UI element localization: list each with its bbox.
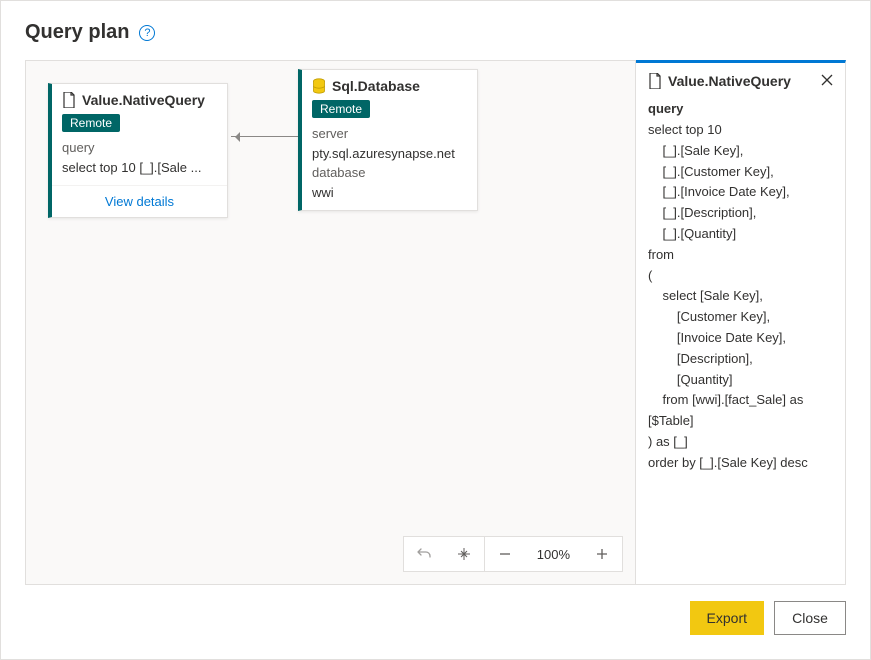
close-button[interactable]: Close bbox=[774, 601, 846, 635]
node-body: server pty.sql.azuresynapse.net database… bbox=[302, 124, 477, 210]
dialog-footer: Export Close bbox=[25, 601, 846, 635]
section-label: query bbox=[648, 101, 833, 116]
undo-icon[interactable] bbox=[404, 537, 444, 571]
database-value: wwi bbox=[312, 183, 467, 203]
field-value: select top 10 [_].[Sale ... bbox=[62, 158, 217, 178]
query-plan-dialog: Query plan ? Value.NativeQuery Remote qu… bbox=[0, 0, 871, 660]
view-details-link[interactable]: View details bbox=[52, 185, 227, 217]
edge-arrow bbox=[231, 136, 298, 137]
dialog-title: Query plan bbox=[25, 21, 129, 44]
node-title: Value.NativeQuery bbox=[82, 92, 205, 108]
panel-header: Value.NativeQuery bbox=[648, 73, 833, 89]
plan-canvas[interactable]: Value.NativeQuery Remote query select to… bbox=[25, 60, 636, 585]
document-icon bbox=[648, 73, 662, 89]
zoom-in-button[interactable] bbox=[582, 537, 622, 571]
node-body: query select top 10 [_].[Sale ... bbox=[52, 138, 227, 185]
content-row: Value.NativeQuery Remote query select to… bbox=[25, 60, 846, 585]
node-title: Sql.Database bbox=[332, 78, 420, 94]
remote-badge: Remote bbox=[312, 100, 370, 118]
node-header: Value.NativeQuery bbox=[52, 84, 227, 112]
query-text: select top 10 [_].[Sale Key], [_].[Custo… bbox=[648, 120, 833, 474]
database-label: database bbox=[312, 163, 467, 183]
field-label: query bbox=[62, 138, 217, 158]
remote-badge: Remote bbox=[62, 114, 120, 132]
node-native-query[interactable]: Value.NativeQuery Remote query select to… bbox=[48, 83, 228, 218]
zoom-out-button[interactable] bbox=[485, 537, 525, 571]
dialog-header: Query plan ? bbox=[25, 21, 846, 44]
database-icon bbox=[312, 78, 326, 94]
export-button[interactable]: Export bbox=[690, 601, 764, 635]
zoom-level: 100% bbox=[525, 537, 582, 571]
panel-title: Value.NativeQuery bbox=[668, 73, 791, 89]
zoom-toolbar: 100% bbox=[403, 536, 623, 572]
panel-title-row: Value.NativeQuery bbox=[648, 73, 791, 89]
details-panel: Value.NativeQuery query select top 10 [_… bbox=[636, 60, 846, 585]
server-value: pty.sql.azuresynapse.net bbox=[312, 144, 467, 164]
help-icon[interactable]: ? bbox=[139, 25, 155, 41]
fit-icon[interactable] bbox=[444, 537, 484, 571]
server-label: server bbox=[312, 124, 467, 144]
node-header: Sql.Database bbox=[302, 70, 477, 98]
close-icon[interactable] bbox=[821, 73, 833, 89]
document-icon bbox=[62, 92, 76, 108]
node-sql-database[interactable]: Sql.Database Remote server pty.sql.azure… bbox=[298, 69, 478, 211]
